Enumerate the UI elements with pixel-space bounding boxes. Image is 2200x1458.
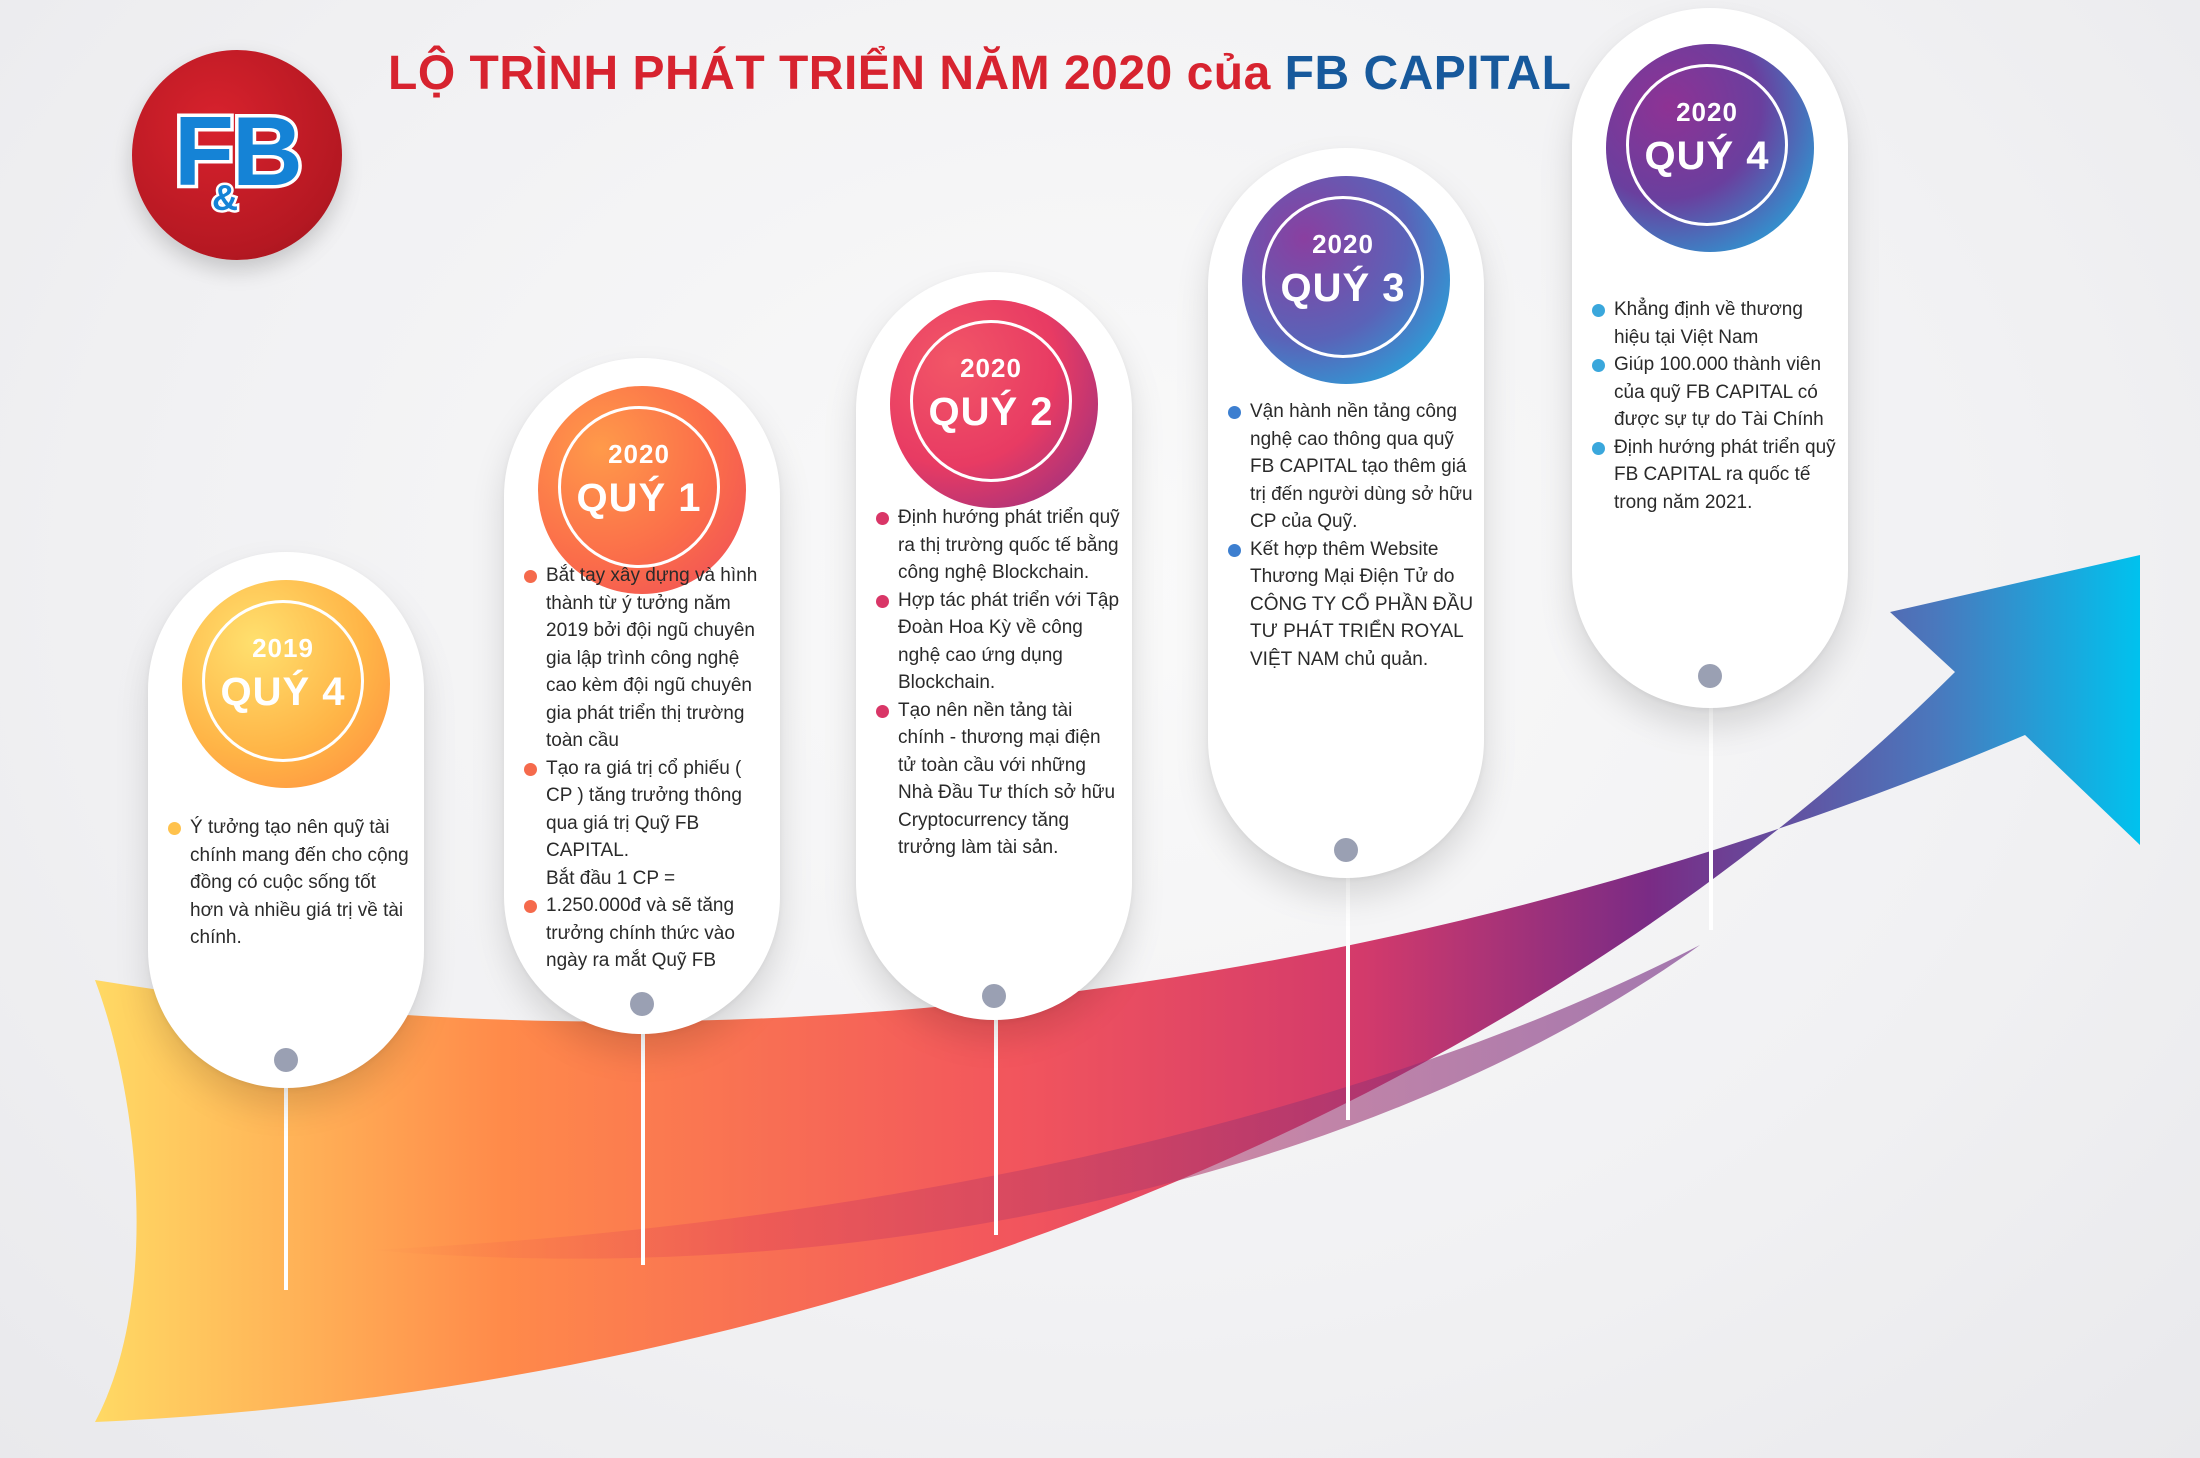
bullet-dot (1592, 359, 1605, 372)
timeline-pin (1698, 664, 1722, 688)
badge-year: 2020 (1312, 229, 1374, 259)
milestone-point: Bắt tay xây dựng và hình thành từ ý tưởn… (524, 562, 770, 755)
stem-3 (994, 990, 998, 1235)
milestone-point: Định hướng phát triển quỹ ra thị trường … (876, 504, 1122, 587)
milestone-point: Hợp tác phát triển với Tập Đoàn Hoa Kỳ v… (876, 587, 1122, 697)
milestone-point: 1.250.000đ và sẽ tăng trưởng chính thức … (524, 892, 770, 975)
milestone-point: Giúp 100.000 thành viên của quỹ FB CAPIT… (1592, 351, 1838, 434)
bullet-dot (876, 512, 889, 525)
milestone-point: Ý tưởng tạo nên quỹ tài chính mang đến c… (168, 814, 414, 952)
milestone-point: Vận hành nền tảng công nghệ cao thông qu… (1228, 398, 1474, 536)
badge-quarter: QUÝ 4 (1644, 134, 1770, 178)
logo-letter-b: B (232, 96, 303, 206)
quarter-badge: 2020 QUÝ 2 (890, 300, 1098, 508)
badge-year: 2020 (1676, 97, 1738, 127)
milestone-point: Khẳng định về thương hiệu tại Việt Nam (1592, 296, 1838, 351)
logo-letter-f: F (174, 96, 234, 206)
milestone-point: Bắt đầu 1 CP = (546, 867, 676, 889)
bullet-dot (1592, 304, 1605, 317)
bullet-dot (524, 762, 537, 776)
logo-ampersand: & (212, 177, 238, 218)
badge-year: 2019 (252, 633, 314, 663)
quarter-badge: 2020 QUÝ 3 (1242, 176, 1450, 384)
milestone-point: Định hướng phát triển quỹ FB CAPITAL ra … (1592, 434, 1838, 517)
stem-2 (641, 1020, 645, 1265)
stem-1 (284, 1080, 288, 1290)
milestone-card-2020-q3: 2020 QUÝ 3 Vận hành nền tảng công nghệ c… (1208, 148, 1484, 878)
timeline-pin (630, 992, 654, 1016)
badge-quarter: QUÝ 2 (928, 390, 1054, 434)
stem-4 (1346, 850, 1350, 1120)
bullet-dot (524, 900, 537, 913)
badge-quarter: QUÝ 3 (1280, 266, 1406, 310)
title-main: LỘ TRÌNH PHÁT TRIỂN NĂM 2020 của (388, 47, 1271, 100)
fb-logo: F B & (132, 50, 342, 260)
bullet-dot (1228, 543, 1241, 557)
timeline-pin (982, 984, 1006, 1008)
badge-quarter: QUÝ 4 (220, 670, 346, 714)
bullet-dot (876, 704, 889, 718)
timeline-pin (1334, 838, 1358, 862)
fb-logo-mark: F B & (171, 93, 307, 221)
stem-5 (1709, 680, 1713, 930)
page-title: LỘ TRÌNH PHÁT TRIỂN NĂM 2020 của FB CAPI… (388, 46, 1571, 101)
timeline-pin (274, 1048, 298, 1072)
milestone-point: Tạo ra giá trị cổ phiếu ( CP ) tăng trưở… (524, 755, 770, 865)
quarter-badge: 2020 QUÝ 1 (538, 386, 746, 594)
milestone-card-2020-q4: 2020 QUÝ 4 Khẳng định về thương hiệu tại… (1572, 8, 1848, 708)
badge-year: 2020 (608, 439, 670, 469)
bullet-dot (876, 594, 889, 608)
milestone-card-2020-q2: 2020 QUÝ 2 Định hướng phát triển quỹ ra … (856, 272, 1132, 1020)
title-brand: FB CAPITAL (1284, 47, 1572, 100)
bullet-dot (524, 570, 537, 583)
milestone-card-2019-q4: 2019 QUÝ 4 Ý tưởng tạo nên quỹ tài chính… (148, 552, 424, 1088)
quarter-badge: 2019 QUÝ 4 (182, 580, 390, 788)
quarter-badge: 2020 QUÝ 4 (1606, 44, 1814, 252)
bullet-dot (1228, 406, 1241, 419)
milestone-card-2020-q1: 2020 QUÝ 1 Bắt tay xây dựng và hình thàn… (504, 358, 780, 1034)
milestone-point: Tạo nên nền tảng tài chính - thương mại … (876, 697, 1122, 862)
bullet-dot (1592, 441, 1605, 455)
badge-year: 2020 (960, 353, 1022, 383)
badge-quarter: QUÝ 1 (576, 476, 702, 520)
bullet-dot (168, 822, 181, 835)
milestone-point: Kết hợp thêm Website Thương Mại Điện Tử … (1228, 536, 1474, 674)
